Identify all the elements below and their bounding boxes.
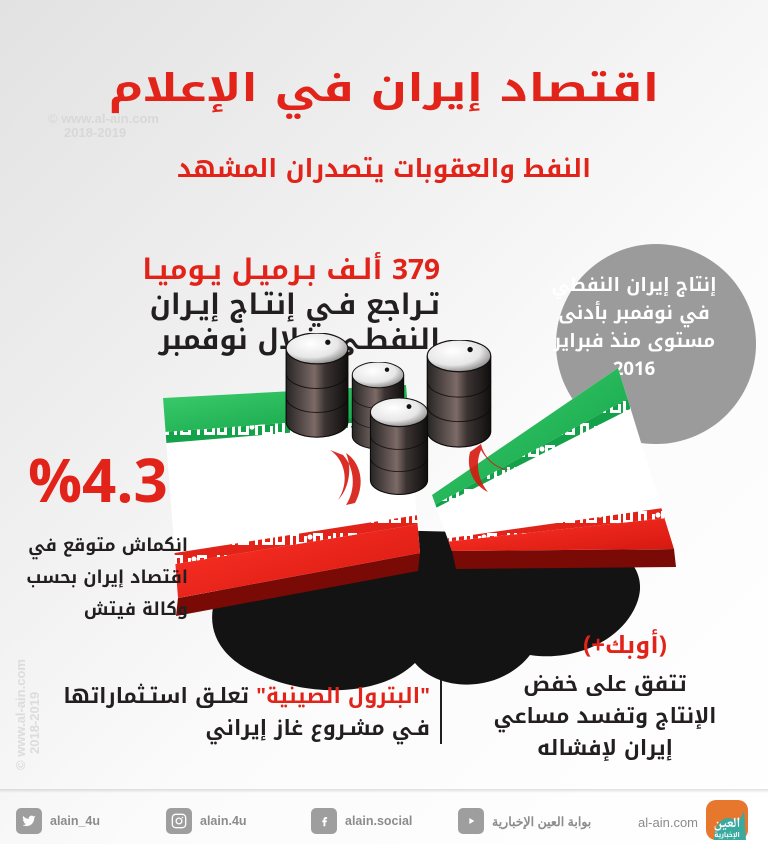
svg-text:الإخبارية: الإخبارية [714,829,740,841]
